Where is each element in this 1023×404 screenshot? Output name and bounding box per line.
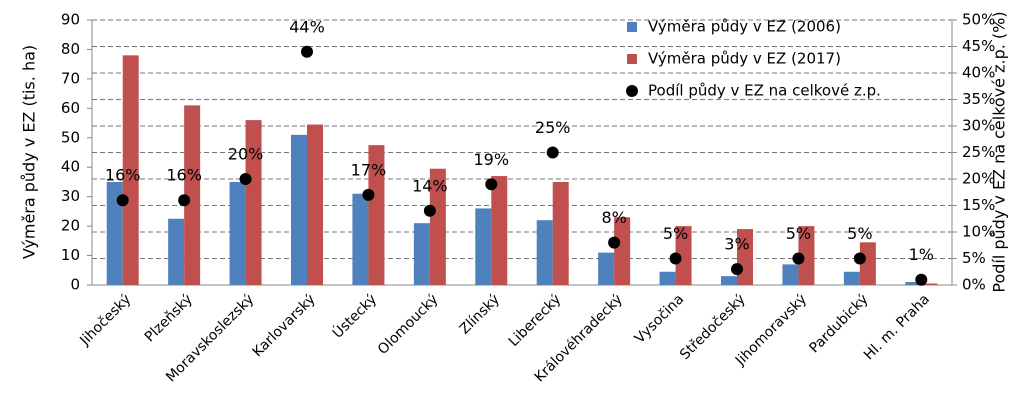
- legend-swatch: [627, 22, 637, 32]
- dot: [301, 45, 313, 58]
- legend-label: Výměra půdy v EZ (2006): [648, 18, 841, 36]
- x-tick-label: Karlovarský: [250, 291, 319, 360]
- bar: [859, 242, 876, 285]
- bar: [798, 226, 815, 285]
- bar: [843, 271, 860, 285]
- y2-tick-label: 20%: [962, 170, 995, 188]
- legend-swatch: [627, 54, 637, 64]
- x-tick-label: Jihočeský: [76, 291, 134, 349]
- data-label: 5%: [847, 224, 872, 243]
- dot: [178, 194, 191, 207]
- bar: [106, 181, 123, 285]
- data-label: 8%: [601, 208, 626, 227]
- dot: [239, 173, 252, 185]
- x-tick-label: Pardubický: [806, 291, 871, 356]
- bar: [429, 168, 446, 285]
- y2-tick-label: 0%: [962, 276, 986, 294]
- bar: [352, 193, 369, 285]
- y2-tick-label: 35%: [962, 90, 995, 108]
- y2-tick-label: 45%: [962, 37, 995, 55]
- data-label: 16%: [105, 166, 141, 185]
- y-tick-label: 60: [61, 99, 80, 117]
- y-tick-label: 10: [61, 246, 80, 264]
- bar: [291, 134, 307, 285]
- dot: [608, 236, 621, 249]
- bar: [675, 226, 692, 285]
- y-tick-label: 70: [61, 69, 80, 87]
- dot: [116, 194, 129, 207]
- y-tick-label: 0: [70, 276, 80, 294]
- bar: [921, 283, 938, 285]
- bar: [475, 208, 492, 285]
- dot: [731, 263, 743, 276]
- legend-swatch: [626, 85, 638, 97]
- bar: [491, 176, 508, 285]
- data-label: 3%: [724, 235, 749, 254]
- y2-tick-label: 25%: [962, 143, 995, 161]
- data-label: 17%: [351, 160, 387, 179]
- y2-tick-label: 5%: [962, 249, 986, 267]
- dot: [669, 252, 682, 265]
- y2-axis-title: Podíl půdy v EZ na celkové z.p. (%): [990, 11, 1009, 292]
- x-tick-label: Hl. m. Praha: [861, 291, 933, 363]
- y2-tick-label: 40%: [962, 64, 995, 82]
- data-label: 1%: [909, 245, 934, 264]
- bar: [184, 105, 201, 285]
- data-label: 5%: [786, 224, 811, 243]
- legend-label: Podíl půdy v EZ na celkové z.p.: [648, 82, 881, 100]
- y-tick-label: 90: [61, 11, 80, 29]
- bar: [229, 181, 246, 285]
- data-label: 5%: [663, 224, 688, 243]
- bar: [552, 181, 569, 285]
- y2-tick-label: 50%: [962, 11, 995, 29]
- legend-label: Výměra půdy v EZ (2017): [648, 50, 841, 68]
- x-tick-label: Zlínský: [457, 291, 503, 337]
- dot: [423, 204, 436, 217]
- y-axis-title: Výměra půdy v EZ (tis. ha): [20, 45, 39, 259]
- bar: [245, 120, 262, 285]
- y-tick-label: 40: [61, 158, 80, 176]
- bar: [614, 217, 631, 285]
- data-label: 25%: [535, 118, 571, 137]
- data-label: 16%: [166, 166, 202, 185]
- data-label: 44%: [289, 17, 325, 36]
- x-tick-label: Liberecký: [506, 291, 565, 350]
- bar: [721, 276, 737, 285]
- dot: [546, 146, 559, 159]
- dot: [792, 252, 805, 265]
- bar: [122, 55, 139, 286]
- bar: [782, 264, 799, 285]
- x-tick-label: Ústecký: [328, 290, 380, 342]
- data-label: 14%: [412, 176, 448, 195]
- dot: [362, 188, 375, 201]
- y2-tick-label: 10%: [962, 223, 995, 241]
- bar: [598, 252, 615, 285]
- dot: [485, 178, 498, 191]
- bar: [168, 218, 185, 285]
- y-tick-label: 30: [61, 187, 80, 205]
- y-tick-label: 80: [61, 40, 80, 58]
- x-tick-label: Plzeňský: [142, 291, 196, 345]
- bar: [307, 124, 323, 286]
- y-tick-label: 50: [61, 128, 80, 146]
- bar: [659, 271, 676, 285]
- y2-tick-label: 30%: [962, 117, 995, 135]
- data-label: 20%: [228, 145, 264, 164]
- bar: [368, 145, 385, 285]
- bar: [413, 223, 430, 285]
- data-label: 19%: [474, 150, 510, 169]
- x-tick-label: Olomoucký: [375, 291, 442, 358]
- x-tick-label: Vysočina: [632, 291, 687, 346]
- y-tick-label: 20: [61, 217, 80, 235]
- bar: [905, 282, 922, 285]
- dot: [853, 252, 866, 265]
- bar: [536, 220, 553, 285]
- dot: [915, 273, 928, 286]
- y2-tick-label: 15%: [962, 196, 995, 214]
